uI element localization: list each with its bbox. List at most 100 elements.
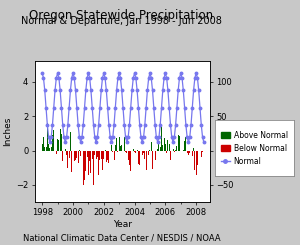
- Bar: [87, 151, 88, 157]
- Bar: [179, 136, 180, 151]
- Bar: [162, 145, 163, 151]
- Bar: [197, 151, 198, 165]
- Bar: [108, 151, 110, 163]
- Bar: [84, 151, 85, 180]
- Bar: [161, 126, 162, 151]
- Y-axis label: mm: mm: [236, 123, 245, 140]
- Bar: [105, 150, 106, 151]
- Bar: [60, 129, 61, 151]
- Bar: [107, 151, 108, 160]
- Bar: [100, 151, 101, 160]
- Bar: [125, 151, 126, 152]
- Bar: [160, 147, 161, 151]
- Bar: [83, 151, 84, 185]
- Bar: [47, 123, 48, 151]
- Bar: [74, 151, 75, 161]
- Bar: [124, 137, 125, 151]
- Bar: [137, 150, 138, 151]
- Bar: [130, 151, 131, 171]
- Bar: [201, 151, 202, 157]
- Bar: [89, 151, 90, 161]
- Bar: [56, 151, 57, 154]
- Bar: [158, 143, 159, 151]
- Bar: [98, 151, 99, 175]
- Bar: [193, 148, 194, 151]
- Bar: [172, 149, 173, 151]
- Bar: [128, 151, 129, 160]
- Y-axis label: Inches: Inches: [3, 117, 12, 146]
- Bar: [73, 151, 74, 168]
- Bar: [140, 151, 141, 156]
- Bar: [152, 151, 153, 169]
- Bar: [151, 142, 152, 151]
- Bar: [148, 151, 149, 155]
- Legend: Above Normal, Below Normal, Normal: Above Normal, Below Normal, Normal: [218, 129, 290, 168]
- Bar: [106, 151, 107, 162]
- Bar: [165, 144, 166, 151]
- Bar: [55, 133, 56, 151]
- Bar: [82, 151, 83, 157]
- Bar: [184, 141, 185, 151]
- Bar: [120, 146, 121, 151]
- Bar: [96, 151, 97, 159]
- Bar: [126, 151, 127, 153]
- Bar: [187, 151, 188, 153]
- Bar: [142, 151, 143, 155]
- Bar: [144, 151, 145, 159]
- Bar: [175, 150, 176, 151]
- Bar: [42, 144, 43, 151]
- Bar: [48, 144, 49, 151]
- Bar: [61, 134, 62, 151]
- Bar: [119, 137, 120, 151]
- Bar: [112, 151, 113, 152]
- Bar: [188, 151, 189, 155]
- Bar: [129, 151, 130, 165]
- Bar: [176, 146, 177, 151]
- Bar: [157, 148, 158, 151]
- Bar: [103, 151, 104, 159]
- Bar: [44, 147, 45, 151]
- Bar: [75, 151, 76, 160]
- Bar: [202, 151, 203, 152]
- Bar: [80, 151, 81, 156]
- Bar: [111, 145, 112, 151]
- X-axis label: Year: Year: [113, 220, 132, 229]
- Bar: [169, 144, 170, 151]
- Bar: [93, 151, 94, 185]
- Bar: [57, 139, 58, 151]
- Bar: [123, 139, 124, 151]
- Bar: [52, 135, 53, 151]
- Bar: [69, 151, 70, 158]
- Bar: [78, 151, 79, 163]
- Bar: [66, 151, 67, 155]
- Bar: [115, 145, 116, 151]
- Bar: [131, 151, 133, 172]
- Bar: [121, 145, 122, 151]
- Bar: [62, 151, 63, 161]
- Bar: [114, 151, 115, 160]
- Bar: [117, 151, 119, 152]
- Bar: [190, 151, 191, 152]
- Bar: [71, 151, 72, 172]
- Bar: [94, 151, 95, 155]
- Bar: [43, 137, 44, 151]
- Text: Normal & Departure, Jan 1998 - Jun 2008: Normal & Departure, Jan 1998 - Jun 2008: [21, 16, 222, 26]
- Bar: [65, 149, 66, 151]
- Bar: [143, 151, 144, 153]
- Bar: [85, 151, 86, 171]
- Bar: [70, 132, 71, 151]
- Bar: [51, 147, 52, 151]
- Bar: [167, 140, 168, 151]
- Text: Oregon Statewide Precipitation: Oregon Statewide Precipitation: [29, 9, 214, 22]
- Bar: [149, 150, 150, 151]
- Bar: [91, 151, 92, 173]
- Bar: [97, 151, 98, 157]
- Bar: [192, 151, 193, 156]
- Bar: [139, 151, 140, 165]
- Bar: [154, 151, 156, 160]
- Bar: [116, 138, 117, 151]
- Bar: [134, 151, 135, 152]
- Bar: [101, 151, 102, 159]
- Bar: [76, 151, 77, 158]
- Bar: [92, 151, 93, 159]
